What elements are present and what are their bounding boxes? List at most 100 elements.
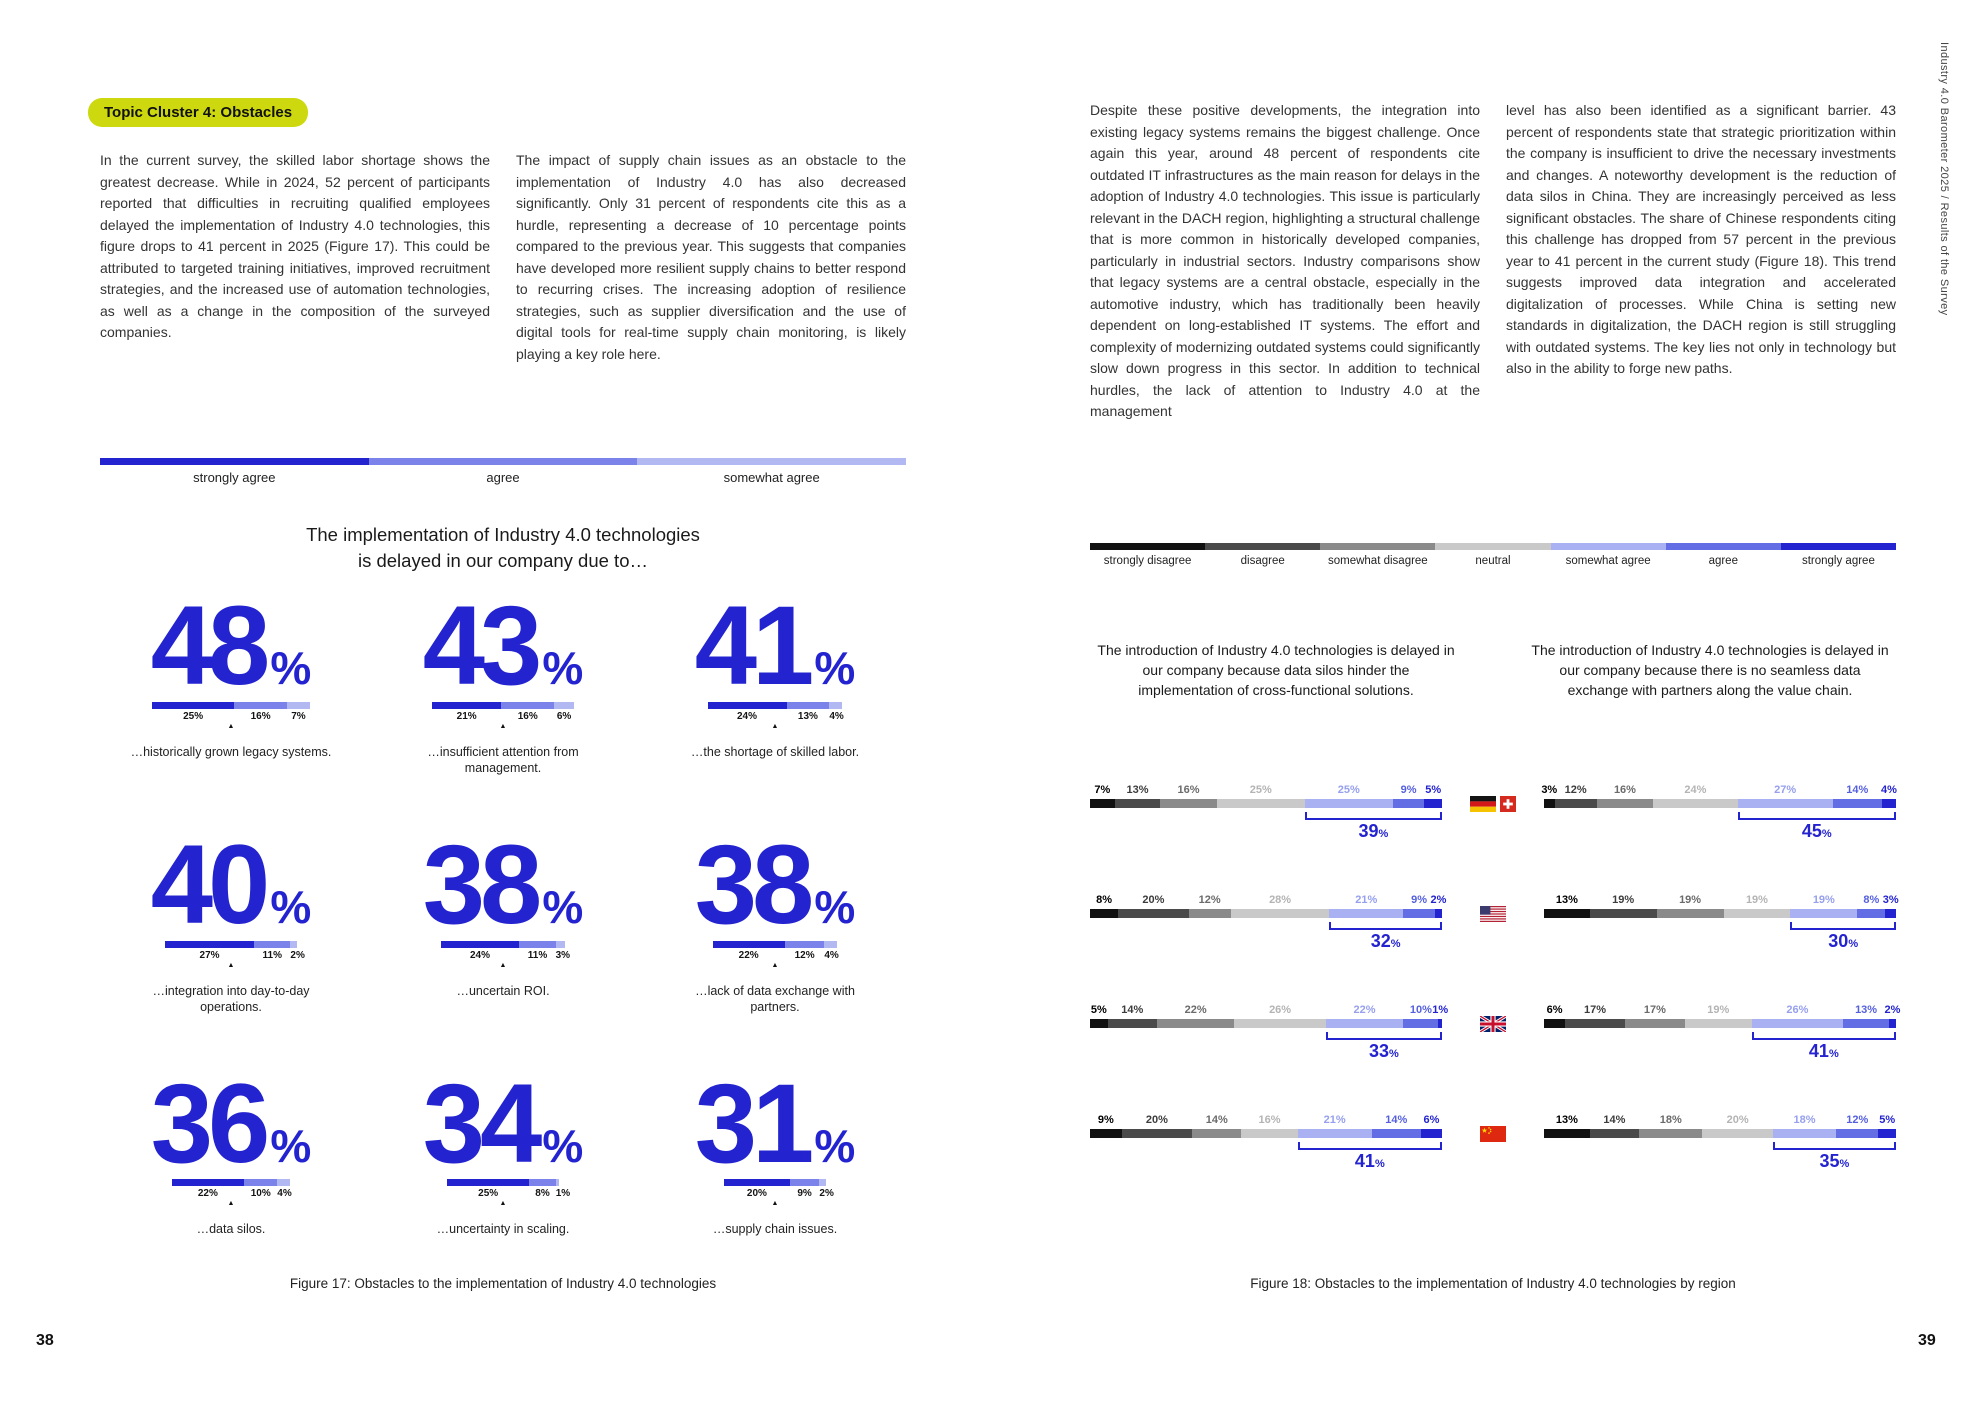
- segment-value: 21%: [1323, 1114, 1346, 1126]
- segment-value: 5%: [1425, 784, 1442, 796]
- segment-values: 24% 13% 4%: [708, 710, 844, 722]
- segment-value: 21%: [456, 710, 477, 722]
- legend-swatch-strongly-agree: [1780, 543, 1896, 550]
- segment-value: 9%: [1097, 1114, 1114, 1126]
- segment-values: 24% 11% 3%: [441, 949, 571, 961]
- segment-values: 7% 13% 16% 25% 25% 9% 5%: [1090, 784, 1442, 797]
- segment-value: 25%: [1249, 784, 1272, 796]
- legend-label: agree: [486, 470, 520, 485]
- figure17-chart-title: The implementation of Industry 4.0 techn…: [100, 522, 906, 574]
- agree-total: 35%: [1819, 1151, 1850, 1171]
- stat-label: …historically grown legacy systems.: [130, 744, 332, 759]
- segment-value: 19%: [1812, 894, 1835, 906]
- segment-values: 3% 12% 16% 24% 27% 14% 4%: [1541, 784, 1897, 797]
- page-number-left: 38: [36, 1332, 54, 1349]
- segment-values: 22% 12% 4%: [713, 950, 839, 961]
- stacked-bar: [440, 940, 566, 948]
- percent-sign: %: [1821, 828, 1832, 840]
- segment-value: 9%: [797, 1188, 812, 1200]
- agree-total: 30%: [1828, 931, 1859, 951]
- topic-cluster-label: Topic Cluster 4: Obstacles: [88, 98, 309, 127]
- bar-segment: [1304, 799, 1393, 808]
- bar-segment: [829, 701, 843, 709]
- agree-total: 41%: [1354, 1151, 1385, 1171]
- stacked-bar: [1090, 909, 1442, 918]
- stacked-bar: [1090, 799, 1442, 808]
- stacked-bar: [152, 701, 310, 709]
- segment-value: 27%: [199, 949, 220, 961]
- bar-segment: [290, 940, 297, 948]
- bar-segment: [1090, 1019, 1108, 1028]
- stat-value: 40%: [150, 821, 312, 947]
- percent-sign: %: [270, 880, 312, 933]
- legend-label: strongly agree: [1801, 555, 1875, 567]
- segment-value: 11%: [527, 949, 548, 961]
- figure18-caption: Figure 18: Obstacles to the implementati…: [1250, 1276, 1736, 1291]
- stat-stacked-bar: 20% 9% 2% ▲: [724, 1179, 834, 1207]
- segment-values: 25% 8% 1%: [447, 1188, 570, 1199]
- segment-value: 22%: [197, 1188, 218, 1200]
- region-row-usa: 8% 20% 12% 28% 21% 9% 2% 32% 13% 19% 19% 19% 19% 8% 3%…: [1090, 894, 1899, 958]
- segment-value: 13%: [1855, 1004, 1878, 1016]
- bar-segment: [555, 1179, 559, 1187]
- bar-segment: [1392, 799, 1425, 808]
- segment-value: 5%: [1879, 1114, 1896, 1126]
- segment-value: 3%: [555, 949, 571, 961]
- bar-segment: [432, 701, 502, 709]
- page-number-right: 39: [1918, 1332, 1936, 1349]
- likert-bar-left-uk: 5% 14% 22% 26% 22% 10% 1% 33%: [1090, 1004, 1448, 1068]
- legend-label: strongly disagree: [1103, 555, 1192, 567]
- segment-value: 27%: [1774, 784, 1797, 796]
- segment-value: 20%: [1145, 1114, 1168, 1126]
- bar-segment: [501, 701, 555, 709]
- bar-segment: [1544, 799, 1555, 808]
- legend-labels: strongly agree agree somewhat agree: [100, 470, 906, 485]
- agree-bracket: [1297, 1142, 1442, 1150]
- segment-value: 24%: [1684, 784, 1707, 796]
- bar-segment: [1857, 909, 1886, 918]
- stat-value: 48%: [150, 583, 312, 708]
- bar-segment: [1371, 1129, 1421, 1138]
- segment-value: 4%: [1881, 784, 1897, 796]
- bar-segment: [1403, 909, 1435, 918]
- segment-value: 25%: [183, 710, 204, 722]
- segment-value: 19%: [1612, 894, 1635, 906]
- segment-value: 14%: [1846, 784, 1869, 796]
- bar-segment: [1544, 1019, 1566, 1028]
- sidebar-running-title: Industry 4.0 Barometer 2025 / Results of…: [1938, 42, 1950, 316]
- bar-segment: [440, 940, 520, 948]
- bar-segment: [1090, 799, 1115, 808]
- agree-bracket: [1737, 812, 1896, 820]
- stat-value: 38%: [422, 821, 584, 947]
- segment-value: 24%: [737, 710, 758, 722]
- chart-title-line: is delayed in our company due to…: [357, 550, 648, 571]
- bar-segment: [824, 940, 838, 948]
- stat-value: 36%: [150, 1060, 312, 1186]
- figure18-question-left: The introduction of Industry 4.0 technol…: [1097, 642, 1455, 698]
- region-flags-usa: [1445, 906, 1541, 922]
- percent-sign: %: [1390, 938, 1401, 950]
- segment-value: 26%: [1269, 1004, 1292, 1016]
- bar-segment: [1544, 1129, 1590, 1138]
- stacked-bar: [1090, 1019, 1442, 1028]
- segment-value: 6%: [1546, 1004, 1563, 1016]
- agree-bracket: [1304, 812, 1442, 820]
- bar-segment: [1192, 1129, 1242, 1138]
- likert-bar-right-dach: 3% 12% 16% 24% 27% 14% 4% 45%: [1541, 784, 1897, 848]
- bar-segment: [1121, 1129, 1193, 1138]
- bar-segment: [1565, 1019, 1625, 1028]
- bar-segment: [1107, 1019, 1157, 1028]
- segment-value: 2%: [1884, 1004, 1901, 1016]
- stacked-bar: [165, 940, 297, 948]
- stacked-bar: [1544, 1129, 1896, 1138]
- bar-segment: [171, 1179, 245, 1187]
- segment-value: 16%: [1177, 784, 1200, 796]
- segment-value: 11%: [262, 949, 282, 961]
- bar-segment: [1234, 1019, 1326, 1028]
- bar-segment: [1589, 1129, 1640, 1138]
- bar-segment: [1241, 1129, 1298, 1138]
- segment-value: 9%: [1411, 894, 1428, 906]
- legend-swatch-somewhat-agree: [637, 458, 907, 465]
- bar-segment: [1772, 1129, 1837, 1138]
- percent-sign: %: [814, 642, 856, 694]
